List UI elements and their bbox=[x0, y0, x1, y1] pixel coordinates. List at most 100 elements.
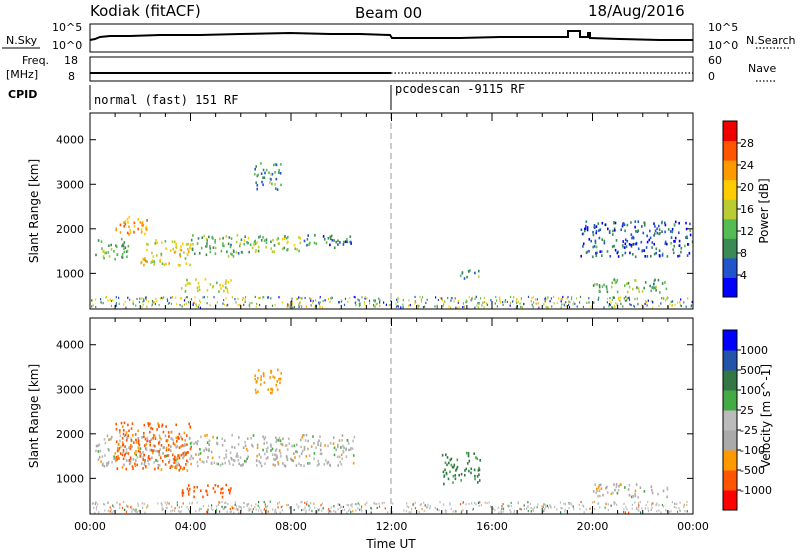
clutter-cell bbox=[564, 510, 566, 513]
echo-cell bbox=[136, 439, 138, 443]
echo-cell bbox=[323, 238, 326, 241]
clutter-cell bbox=[178, 506, 180, 509]
clutter-cell bbox=[304, 296, 306, 300]
echo-cell bbox=[97, 444, 99, 447]
echo-cell bbox=[271, 453, 274, 456]
clutter-cell bbox=[346, 503, 348, 507]
clutter-cell bbox=[390, 299, 392, 302]
echo-cell bbox=[320, 452, 323, 456]
echo-cell bbox=[294, 456, 296, 459]
clutter-cell bbox=[615, 301, 617, 304]
clutter-cell bbox=[449, 306, 452, 309]
clutter-cell bbox=[166, 298, 168, 301]
echo-cell bbox=[218, 456, 221, 459]
echo-cell bbox=[235, 455, 238, 458]
echo-cell bbox=[300, 452, 303, 455]
clutter-cell bbox=[308, 504, 310, 507]
clutter-cell bbox=[221, 500, 223, 503]
echo-cell bbox=[650, 289, 652, 293]
clutter-cell bbox=[265, 508, 268, 511]
echo-cell bbox=[621, 254, 624, 257]
echo-cell bbox=[103, 464, 106, 468]
echo-cell bbox=[152, 255, 155, 258]
echo-cell bbox=[211, 456, 214, 460]
echo-cell bbox=[159, 456, 162, 459]
clutter-cell bbox=[614, 305, 616, 309]
echo-cell bbox=[171, 240, 174, 243]
echo-cell bbox=[278, 378, 280, 381]
y-tick-label: 2000 bbox=[56, 428, 84, 441]
echo-cell bbox=[645, 246, 648, 249]
echo-cell bbox=[115, 245, 118, 249]
echo-cell bbox=[265, 168, 268, 172]
clutter-cell bbox=[234, 298, 236, 301]
clutter-cell bbox=[448, 305, 450, 308]
echo-cell bbox=[157, 423, 160, 427]
echo-cell bbox=[260, 455, 262, 459]
clutter-cell bbox=[407, 304, 410, 307]
echo-cell bbox=[121, 453, 124, 457]
echo-cell bbox=[595, 245, 598, 249]
clutter-cell bbox=[638, 509, 640, 512]
clutter-cell bbox=[227, 502, 229, 506]
clutter-cell bbox=[509, 304, 511, 307]
echo-cell bbox=[597, 486, 600, 489]
clutter-cell bbox=[651, 502, 653, 505]
echo-cell bbox=[123, 241, 126, 244]
clutter-cell bbox=[304, 506, 306, 509]
clutter-cell bbox=[434, 506, 436, 509]
clutter-cell bbox=[408, 299, 410, 302]
echo-cell bbox=[673, 240, 675, 243]
clutter-cell bbox=[588, 301, 590, 304]
echo-cell bbox=[126, 249, 129, 253]
clutter-cell bbox=[532, 306, 534, 309]
clutter-cell bbox=[532, 508, 534, 511]
clutter-cell bbox=[408, 511, 410, 514]
clutter-cell bbox=[468, 503, 470, 506]
clutter-cell bbox=[170, 510, 172, 513]
echo-cell bbox=[220, 249, 223, 253]
echo-cell bbox=[272, 238, 274, 242]
clutter-cell bbox=[666, 296, 668, 299]
echo-cell bbox=[624, 238, 627, 241]
clutter-cell bbox=[179, 303, 181, 307]
echo-cell bbox=[262, 448, 264, 452]
echo-cell bbox=[254, 374, 256, 377]
clutter-cell bbox=[350, 504, 352, 507]
echo-cell bbox=[170, 437, 173, 440]
echo-cell bbox=[198, 285, 200, 289]
clutter-cell bbox=[638, 504, 640, 507]
clutter-cell bbox=[623, 297, 625, 300]
clutter-cell bbox=[287, 504, 290, 507]
clutter-cell bbox=[406, 502, 408, 505]
echo-cell bbox=[196, 485, 198, 489]
power-colorbar-tick-label: 20 bbox=[740, 181, 754, 194]
clutter-cell bbox=[374, 300, 376, 303]
echo-cell bbox=[452, 474, 455, 478]
echo-cell bbox=[353, 435, 356, 439]
clutter-cell bbox=[292, 306, 294, 309]
echo-cell bbox=[616, 491, 619, 495]
clutter-cell bbox=[321, 306, 323, 309]
clutter-cell bbox=[296, 298, 298, 301]
echo-cell bbox=[171, 465, 174, 468]
echo-cell bbox=[158, 434, 161, 437]
clutter-cell bbox=[570, 298, 573, 301]
echo-cell bbox=[185, 452, 187, 455]
echo-cell bbox=[325, 241, 328, 244]
echo-cell bbox=[658, 254, 661, 257]
echo-cell bbox=[630, 233, 633, 236]
echo-cell bbox=[115, 244, 117, 247]
echo-cell bbox=[263, 437, 266, 441]
echo-cell bbox=[256, 184, 259, 187]
clutter-cell bbox=[510, 501, 512, 504]
clutter-cell bbox=[568, 502, 570, 505]
echo-cell bbox=[455, 467, 458, 471]
clutter-cell bbox=[181, 305, 183, 308]
echo-cell bbox=[287, 248, 289, 251]
echo-cell bbox=[350, 446, 352, 450]
clutter-cell bbox=[94, 502, 97, 505]
clutter-cell bbox=[520, 298, 522, 301]
clutter-cell bbox=[262, 296, 264, 299]
clutter-cell bbox=[344, 297, 347, 300]
